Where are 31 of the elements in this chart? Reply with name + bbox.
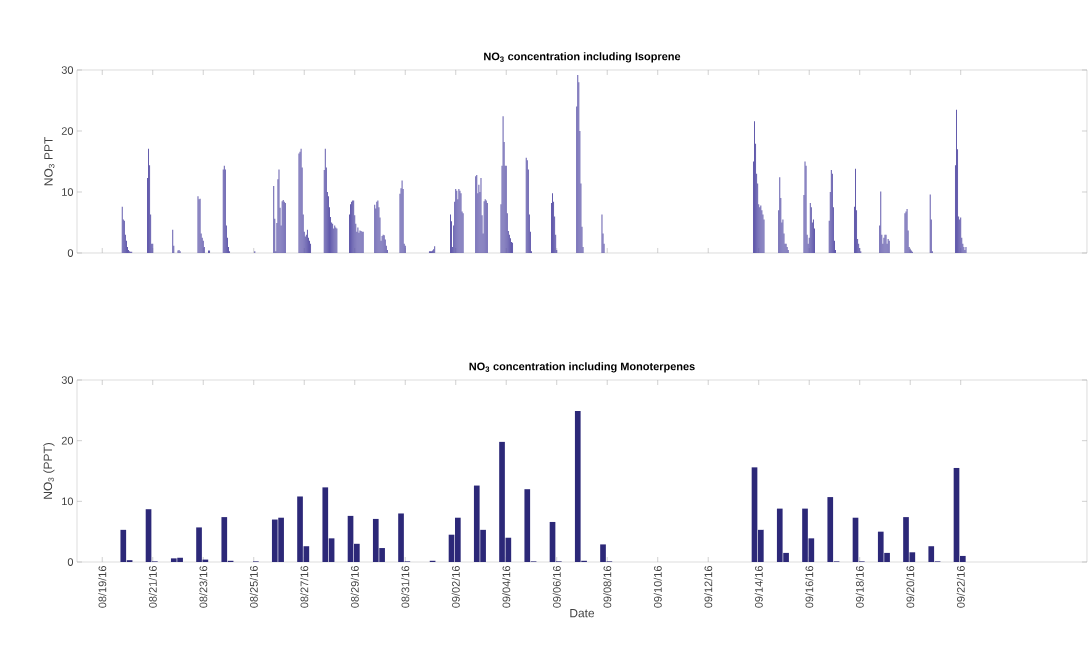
x-tick-label: 09/20/16	[906, 566, 915, 608]
x-tick-label: 09/18/16	[855, 566, 864, 608]
x-tick-label: 09/08/16	[603, 566, 612, 608]
y-tick-label: 0	[67, 249, 74, 257]
x-tick-label: 09/10/16	[653, 566, 662, 608]
y-tick-label: 20	[61, 436, 74, 445]
x-tick-label: 08/31/16	[401, 566, 410, 608]
x-tick-label: 09/22/16	[956, 566, 965, 608]
x-tick-label: 09/16/16	[805, 566, 814, 608]
x-tick-label: 08/19/16	[98, 566, 107, 608]
chart-title: NO$_{3}$ concentration including Isoprene	[484, 52, 681, 63]
x-tick-label: 09/04/16	[502, 566, 511, 608]
y-tick-label: 30	[61, 376, 74, 384]
y-tick-label: 10	[62, 188, 74, 196]
x-axis-title: Date	[570, 609, 595, 618]
x-tick-label: 08/29/16	[350, 566, 359, 608]
x-tick-label: 08/25/16	[249, 566, 258, 608]
x-tick-label: 09/12/16	[704, 566, 713, 608]
x-tick-label: 08/21/16	[148, 566, 157, 608]
y-tick-label: 0	[67, 558, 74, 566]
x-tick-label: 09/02/16	[451, 566, 460, 608]
x-tick-label: 09/06/16	[552, 566, 561, 608]
x-tick-label: 09/14/16	[754, 566, 763, 608]
y-axis-title: NO$_{3}$ PPT	[44, 137, 55, 186]
x-tick-label: 08/27/16	[300, 566, 309, 608]
y-axis-title: NO$_{3}$ (PPT)	[43, 443, 55, 499]
y-tick-label: 30	[61, 66, 74, 74]
y-tick-label: 20	[61, 127, 74, 135]
y-tick-label: 10	[62, 497, 74, 506]
x-tick-label: 08/23/16	[199, 566, 208, 608]
chart-title: NO$_{3}$ concentration including Monoterpenes	[469, 362, 695, 373]
